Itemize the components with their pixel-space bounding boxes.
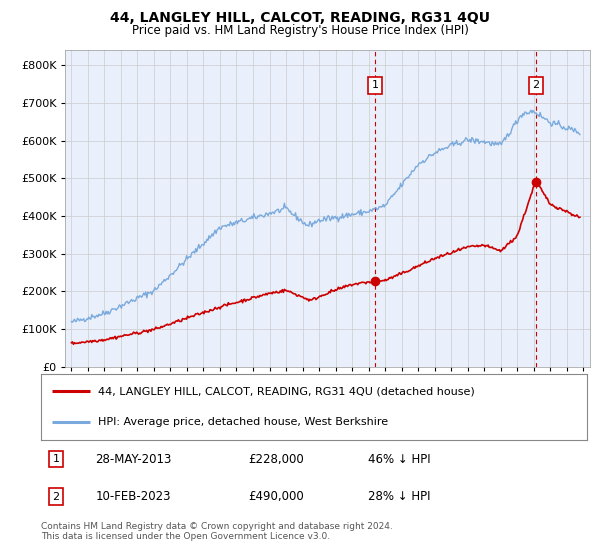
Text: 1: 1 [53, 454, 59, 464]
Text: 28% ↓ HPI: 28% ↓ HPI [368, 491, 431, 503]
Text: 1: 1 [371, 80, 379, 90]
Text: 2: 2 [53, 492, 59, 502]
Text: Price paid vs. HM Land Registry's House Price Index (HPI): Price paid vs. HM Land Registry's House … [131, 24, 469, 36]
Text: 44, LANGLEY HILL, CALCOT, READING, RG31 4QU: 44, LANGLEY HILL, CALCOT, READING, RG31 … [110, 11, 490, 25]
Text: 46% ↓ HPI: 46% ↓ HPI [368, 452, 431, 465]
Text: £490,000: £490,000 [248, 491, 304, 503]
Text: 44, LANGLEY HILL, CALCOT, READING, RG31 4QU (detached house): 44, LANGLEY HILL, CALCOT, READING, RG31 … [98, 386, 475, 396]
Text: £228,000: £228,000 [248, 452, 304, 465]
Text: 2: 2 [532, 80, 539, 90]
Text: HPI: Average price, detached house, West Berkshire: HPI: Average price, detached house, West… [98, 417, 388, 427]
Text: Contains HM Land Registry data © Crown copyright and database right 2024.
This d: Contains HM Land Registry data © Crown c… [41, 522, 392, 542]
Text: 10-FEB-2023: 10-FEB-2023 [95, 491, 171, 503]
Text: 28-MAY-2013: 28-MAY-2013 [95, 452, 172, 465]
